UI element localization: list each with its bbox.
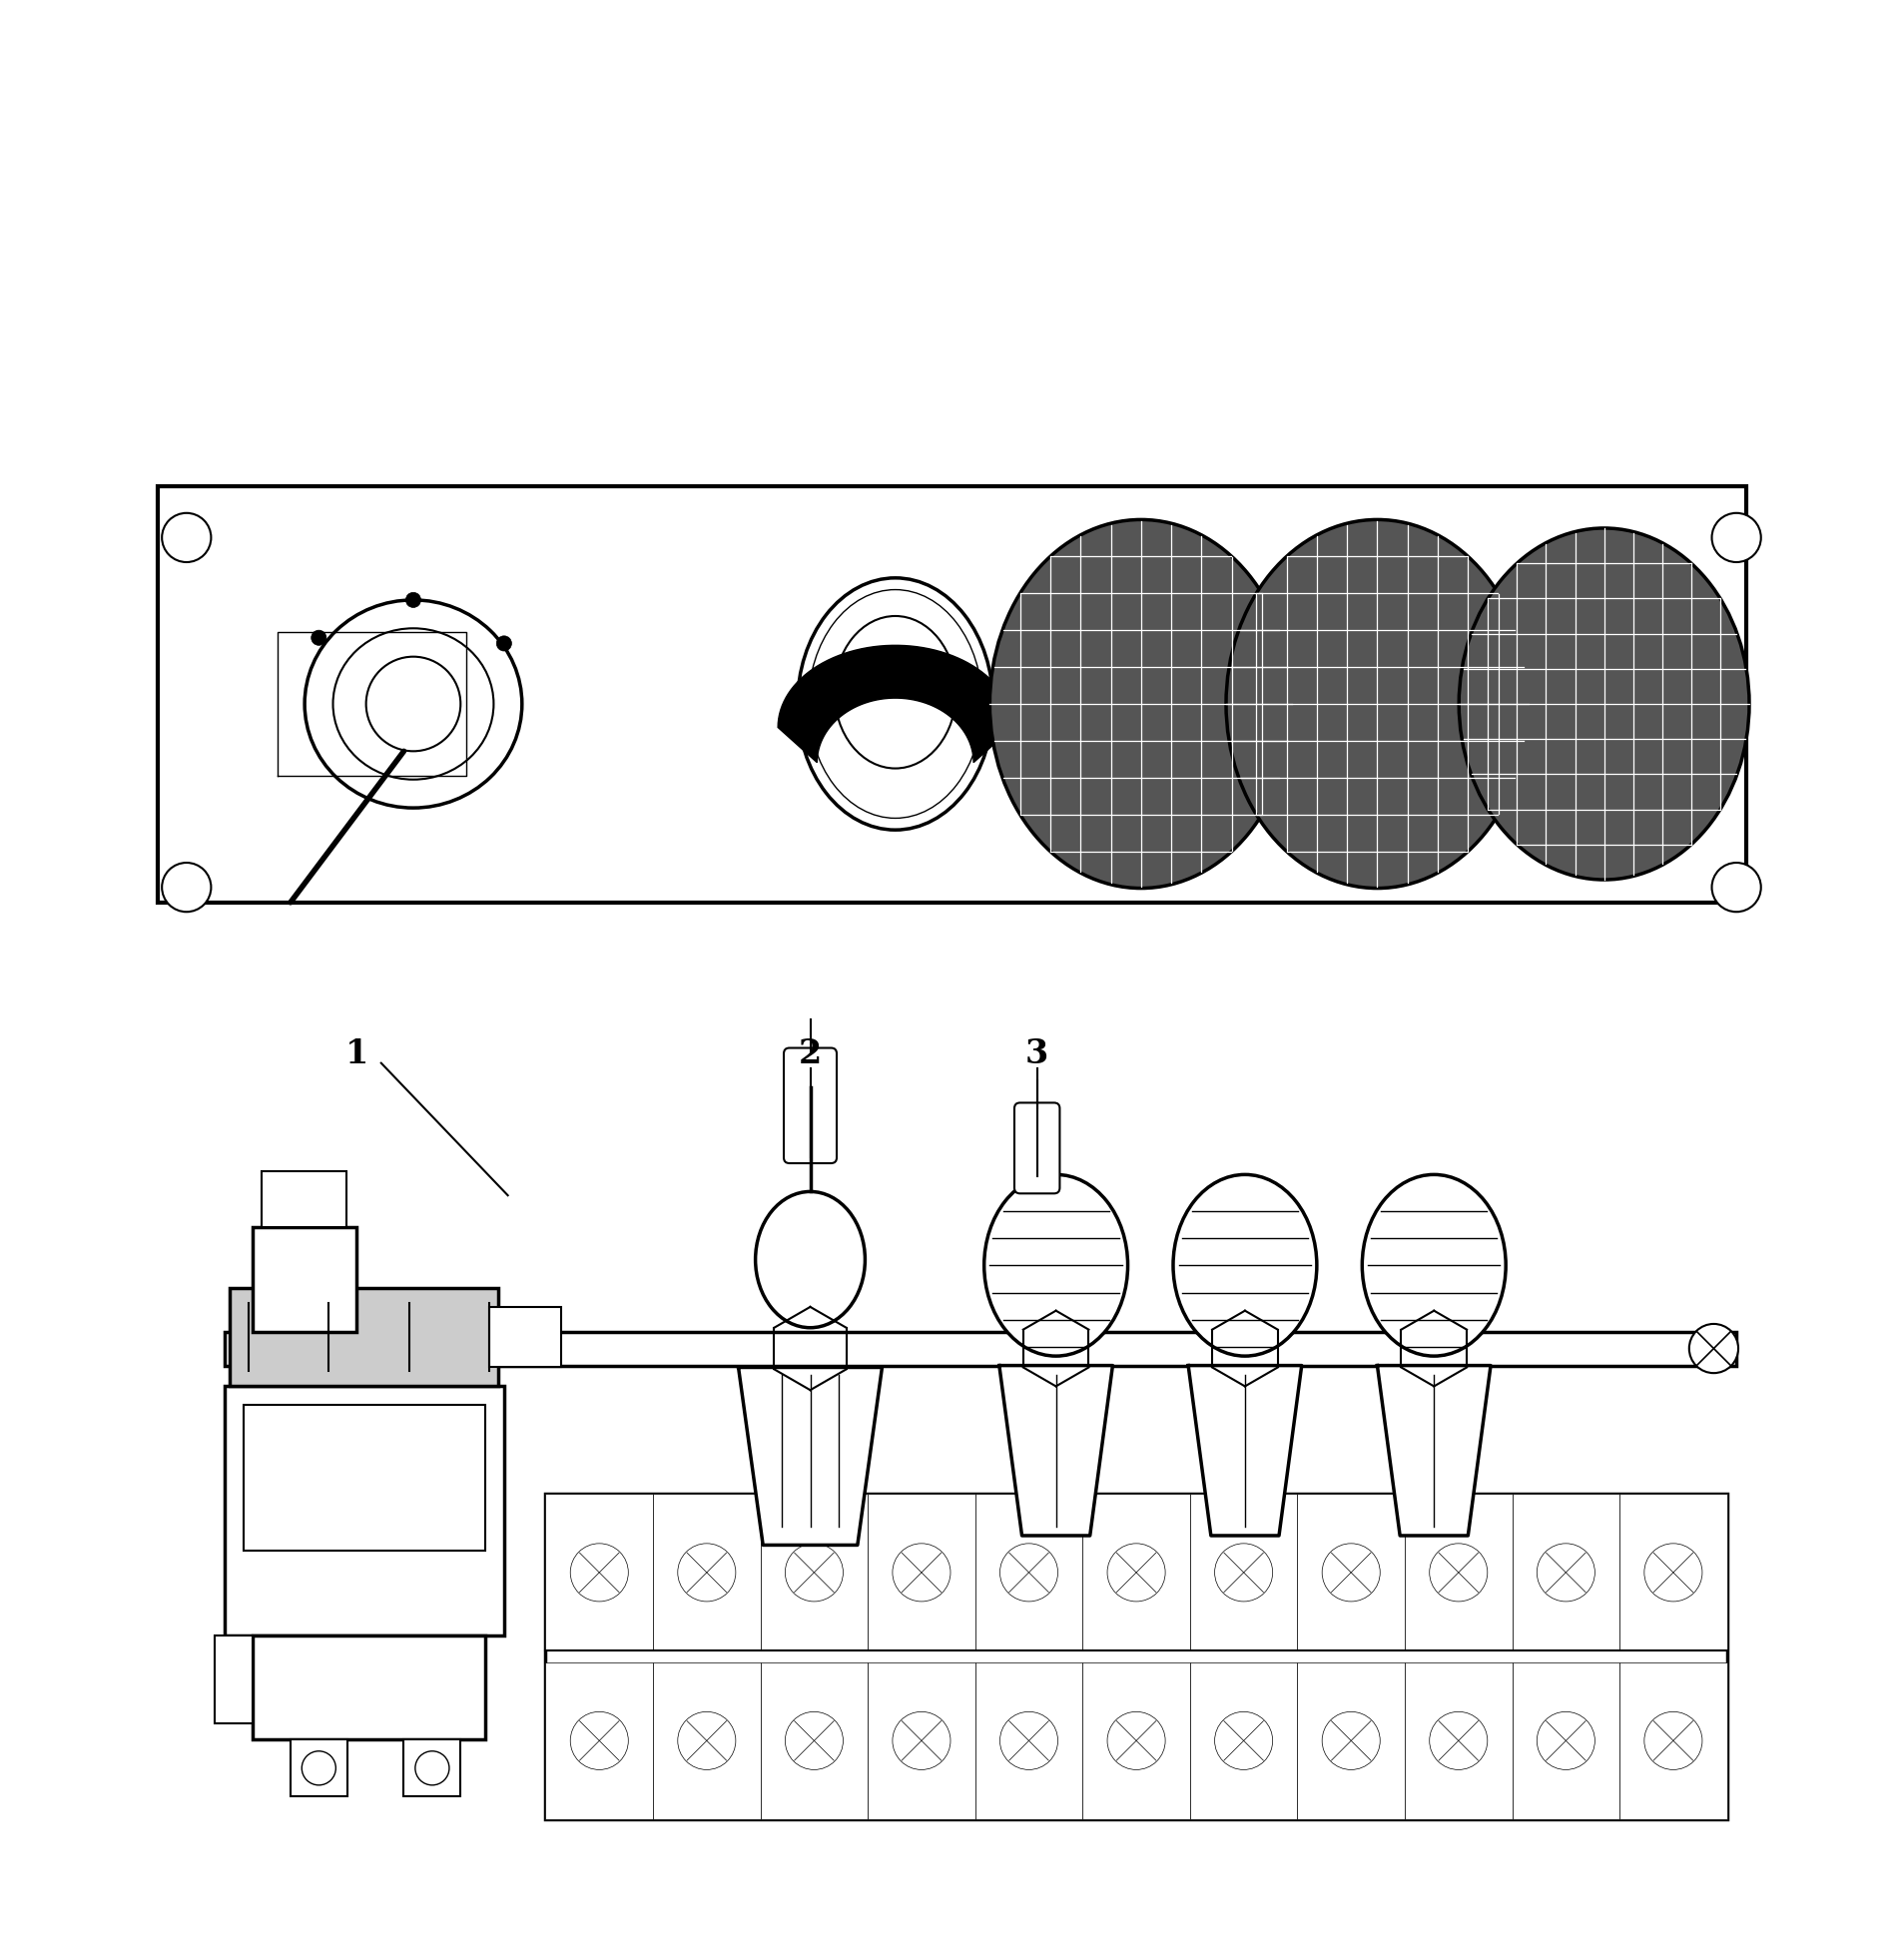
Bar: [230, 1287, 499, 1387]
Bar: [215, 1635, 253, 1723]
Circle shape: [1108, 1543, 1165, 1602]
Text: 2: 2: [798, 1037, 823, 1070]
Circle shape: [1000, 1712, 1059, 1770]
Bar: [251, 1228, 356, 1332]
Circle shape: [784, 1543, 843, 1602]
Bar: [489, 1307, 562, 1367]
Bar: [1512, 1494, 1620, 1651]
Text: 3: 3: [1026, 1037, 1049, 1070]
Bar: [1297, 1663, 1405, 1819]
Ellipse shape: [1272, 571, 1483, 835]
Circle shape: [415, 1751, 449, 1786]
Ellipse shape: [333, 628, 493, 780]
Circle shape: [1321, 1712, 1380, 1770]
Polygon shape: [1000, 1365, 1112, 1535]
Ellipse shape: [809, 589, 982, 818]
Ellipse shape: [990, 520, 1293, 888]
Ellipse shape: [1034, 571, 1247, 835]
Circle shape: [1430, 1712, 1487, 1770]
Circle shape: [162, 512, 211, 561]
Polygon shape: [739, 1367, 882, 1545]
Bar: [975, 1663, 1083, 1819]
Bar: [261, 1172, 347, 1228]
Bar: [404, 1739, 461, 1796]
Circle shape: [678, 1543, 735, 1602]
Circle shape: [406, 593, 421, 608]
Bar: [1620, 1494, 1727, 1651]
Bar: [546, 1494, 653, 1651]
Circle shape: [1712, 512, 1761, 561]
Ellipse shape: [834, 616, 956, 769]
Bar: [760, 1494, 868, 1651]
Circle shape: [893, 1543, 950, 1602]
Bar: [546, 1663, 653, 1819]
Circle shape: [678, 1712, 735, 1770]
Bar: [1190, 1663, 1297, 1819]
Circle shape: [571, 1543, 628, 1602]
Circle shape: [893, 1712, 950, 1770]
Ellipse shape: [984, 1176, 1127, 1356]
Circle shape: [1537, 1712, 1596, 1770]
Circle shape: [310, 630, 326, 645]
Circle shape: [497, 636, 512, 651]
Ellipse shape: [1047, 585, 1236, 823]
Circle shape: [571, 1712, 628, 1770]
Bar: [1083, 1494, 1190, 1651]
Bar: [158, 487, 1746, 902]
Bar: [975, 1494, 1083, 1651]
Circle shape: [784, 1712, 843, 1770]
Bar: [868, 1663, 975, 1819]
Circle shape: [1645, 1543, 1702, 1602]
Ellipse shape: [1514, 589, 1695, 818]
Bar: [1512, 1663, 1620, 1819]
Bar: [760, 1663, 868, 1819]
Bar: [1405, 1663, 1512, 1819]
Circle shape: [1215, 1543, 1272, 1602]
Polygon shape: [1377, 1365, 1491, 1535]
Ellipse shape: [756, 1191, 864, 1328]
FancyBboxPatch shape: [784, 1048, 836, 1164]
Bar: [225, 1387, 505, 1635]
FancyBboxPatch shape: [1015, 1103, 1061, 1193]
Ellipse shape: [1173, 1176, 1318, 1356]
Circle shape: [1712, 863, 1761, 911]
Circle shape: [1430, 1543, 1487, 1602]
Bar: [291, 1739, 347, 1796]
Polygon shape: [779, 645, 1013, 763]
Bar: [1297, 1494, 1405, 1651]
Bar: [653, 1494, 760, 1651]
Circle shape: [1645, 1712, 1702, 1770]
Ellipse shape: [1458, 528, 1750, 880]
Bar: [546, 1494, 1727, 1819]
Bar: [868, 1494, 975, 1651]
Ellipse shape: [1226, 520, 1529, 888]
Circle shape: [1537, 1543, 1596, 1602]
Circle shape: [1000, 1543, 1059, 1602]
Circle shape: [1215, 1712, 1272, 1770]
Ellipse shape: [305, 600, 522, 808]
Circle shape: [162, 863, 211, 911]
Circle shape: [303, 1751, 335, 1786]
Bar: [653, 1663, 760, 1819]
Circle shape: [1321, 1543, 1380, 1602]
Bar: [1190, 1494, 1297, 1651]
Bar: [244, 1404, 486, 1551]
Bar: [1083, 1663, 1190, 1819]
Circle shape: [1689, 1324, 1738, 1373]
Text: 1: 1: [345, 1037, 367, 1070]
Ellipse shape: [1361, 1176, 1506, 1356]
Circle shape: [1108, 1712, 1165, 1770]
Ellipse shape: [1502, 577, 1706, 829]
Circle shape: [366, 657, 461, 751]
Bar: [253, 1635, 486, 1739]
Polygon shape: [1188, 1365, 1302, 1535]
Ellipse shape: [798, 577, 994, 829]
Bar: [1620, 1663, 1727, 1819]
Bar: [225, 1332, 1736, 1365]
Ellipse shape: [1283, 585, 1472, 823]
Bar: [1405, 1494, 1512, 1651]
